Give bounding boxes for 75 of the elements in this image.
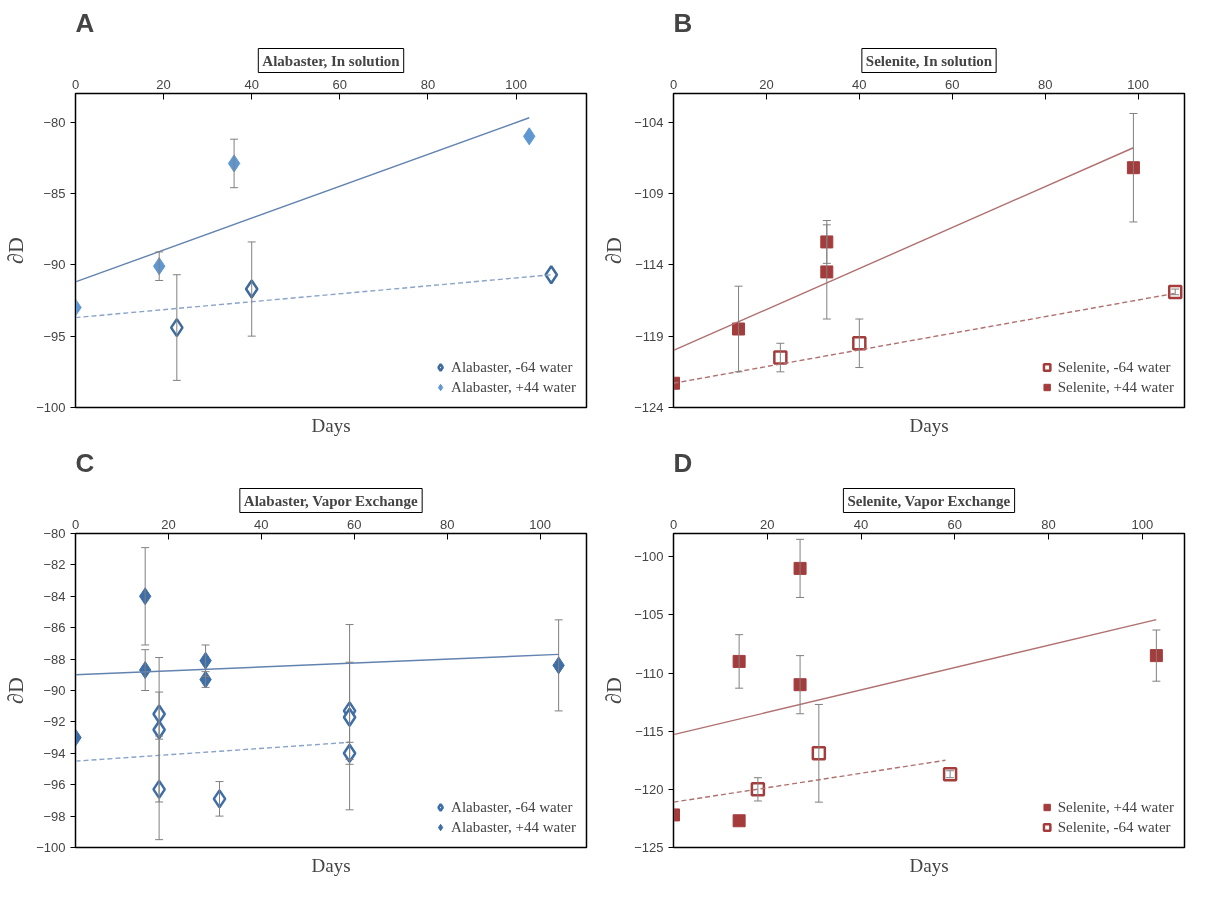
chart-title: Selenite, In solution	[865, 52, 993, 69]
x-tick-label: 40	[244, 76, 259, 92]
y-tick-label: −80	[43, 114, 66, 130]
legend-label: Selenite, -64 water	[1057, 818, 1171, 836]
x-tick-label: 60	[332, 76, 348, 92]
y-tick-label: −90	[43, 257, 66, 273]
x-tick-label: 60	[947, 516, 963, 532]
y-tick-label: −124	[634, 400, 664, 415]
legend-label: Alabaster, +44 water	[451, 378, 576, 396]
y-tick-label: −80	[43, 526, 66, 541]
text: B	[673, 7, 693, 38]
legend-label: Selenite, -64 water	[1057, 358, 1171, 376]
y-axis-title: ∂D	[601, 237, 627, 264]
text: A	[75, 7, 95, 38]
y-tick-label: −125	[634, 840, 664, 855]
x-tick-label: 60	[945, 76, 960, 92]
x-tick-label: 20	[759, 76, 774, 92]
x-tick-label: 20	[156, 76, 171, 92]
legend-label: Alabaster, -64 water	[451, 798, 573, 816]
y-tick-label: −90	[43, 683, 66, 698]
y-tick-label: −119	[635, 328, 664, 344]
y-tick-label: −110	[635, 665, 664, 681]
legend-label: Alabaster, -64 water	[451, 358, 573, 376]
y-tick-label: −100	[634, 549, 664, 565]
x-tick-label: 0	[669, 516, 678, 532]
y-axis-title: ∂D	[3, 677, 29, 704]
x-tick-label: 40	[254, 516, 269, 532]
y-tick-label: −104	[634, 114, 664, 130]
y-tick-label: −115	[635, 723, 664, 739]
x-tick-label: 100	[1127, 76, 1149, 92]
x-tick-label: 0	[71, 76, 80, 92]
y-tick-label: −105	[634, 607, 664, 623]
chart-title: Alabaster, Vapor Exchange	[243, 492, 418, 509]
legend-label: Selenite, +44 water	[1057, 378, 1174, 396]
y-tick-label: −95	[43, 328, 66, 344]
x-axis-title: Days	[311, 854, 351, 876]
x-tick-label: 0	[669, 76, 678, 92]
text: D	[673, 447, 693, 478]
x-tick-label: 0	[71, 516, 80, 532]
y-tick-label: −82	[43, 557, 66, 573]
x-tick-label: 100	[1131, 516, 1154, 532]
x-tick-label: 80	[1037, 76, 1053, 92]
y-tick-label: −84	[43, 588, 66, 604]
x-tick-label: 20	[161, 516, 176, 532]
chart-title: Selenite, Vapor Exchange	[847, 492, 1011, 509]
y-tick-label: −109	[634, 185, 664, 201]
x-tick-label: 80	[439, 516, 455, 532]
y-axis-title: ∂D	[601, 677, 627, 704]
y-axis-title: ∂D	[3, 237, 29, 264]
y-tick-label: −100	[36, 400, 66, 415]
x-tick-label: 80	[420, 76, 436, 92]
x-axis-title: Days	[909, 854, 949, 876]
y-tick-label: −86	[43, 620, 66, 636]
y-tick-label: −120	[634, 781, 664, 797]
legend-label: Alabaster, +44 water	[451, 818, 576, 836]
y-tick-label: −88	[43, 651, 66, 667]
y-tick-label: −85	[43, 185, 66, 201]
x-tick-label: 100	[529, 516, 551, 532]
x-tick-label: 40	[853, 516, 869, 532]
x-axis-title: Days	[311, 414, 351, 436]
y-tick-label: −114	[635, 257, 664, 273]
x-tick-label: 100	[505, 76, 527, 92]
y-tick-label: −96	[43, 777, 66, 793]
x-tick-label: 80	[1041, 516, 1056, 532]
text: C	[75, 447, 95, 478]
y-tick-label: −92	[43, 714, 66, 730]
legend-label: Selenite, +44 water	[1057, 798, 1174, 816]
x-tick-label: 60	[347, 516, 362, 532]
y-tick-label: −100	[36, 840, 66, 855]
x-axis-title: Days	[909, 414, 949, 436]
chart-title: Alabaster, In solution	[262, 52, 401, 69]
y-tick-label: −94	[43, 745, 66, 761]
x-tick-label: 20	[760, 516, 775, 532]
x-tick-label: 40	[852, 76, 867, 92]
y-tick-label: −98	[43, 808, 66, 824]
